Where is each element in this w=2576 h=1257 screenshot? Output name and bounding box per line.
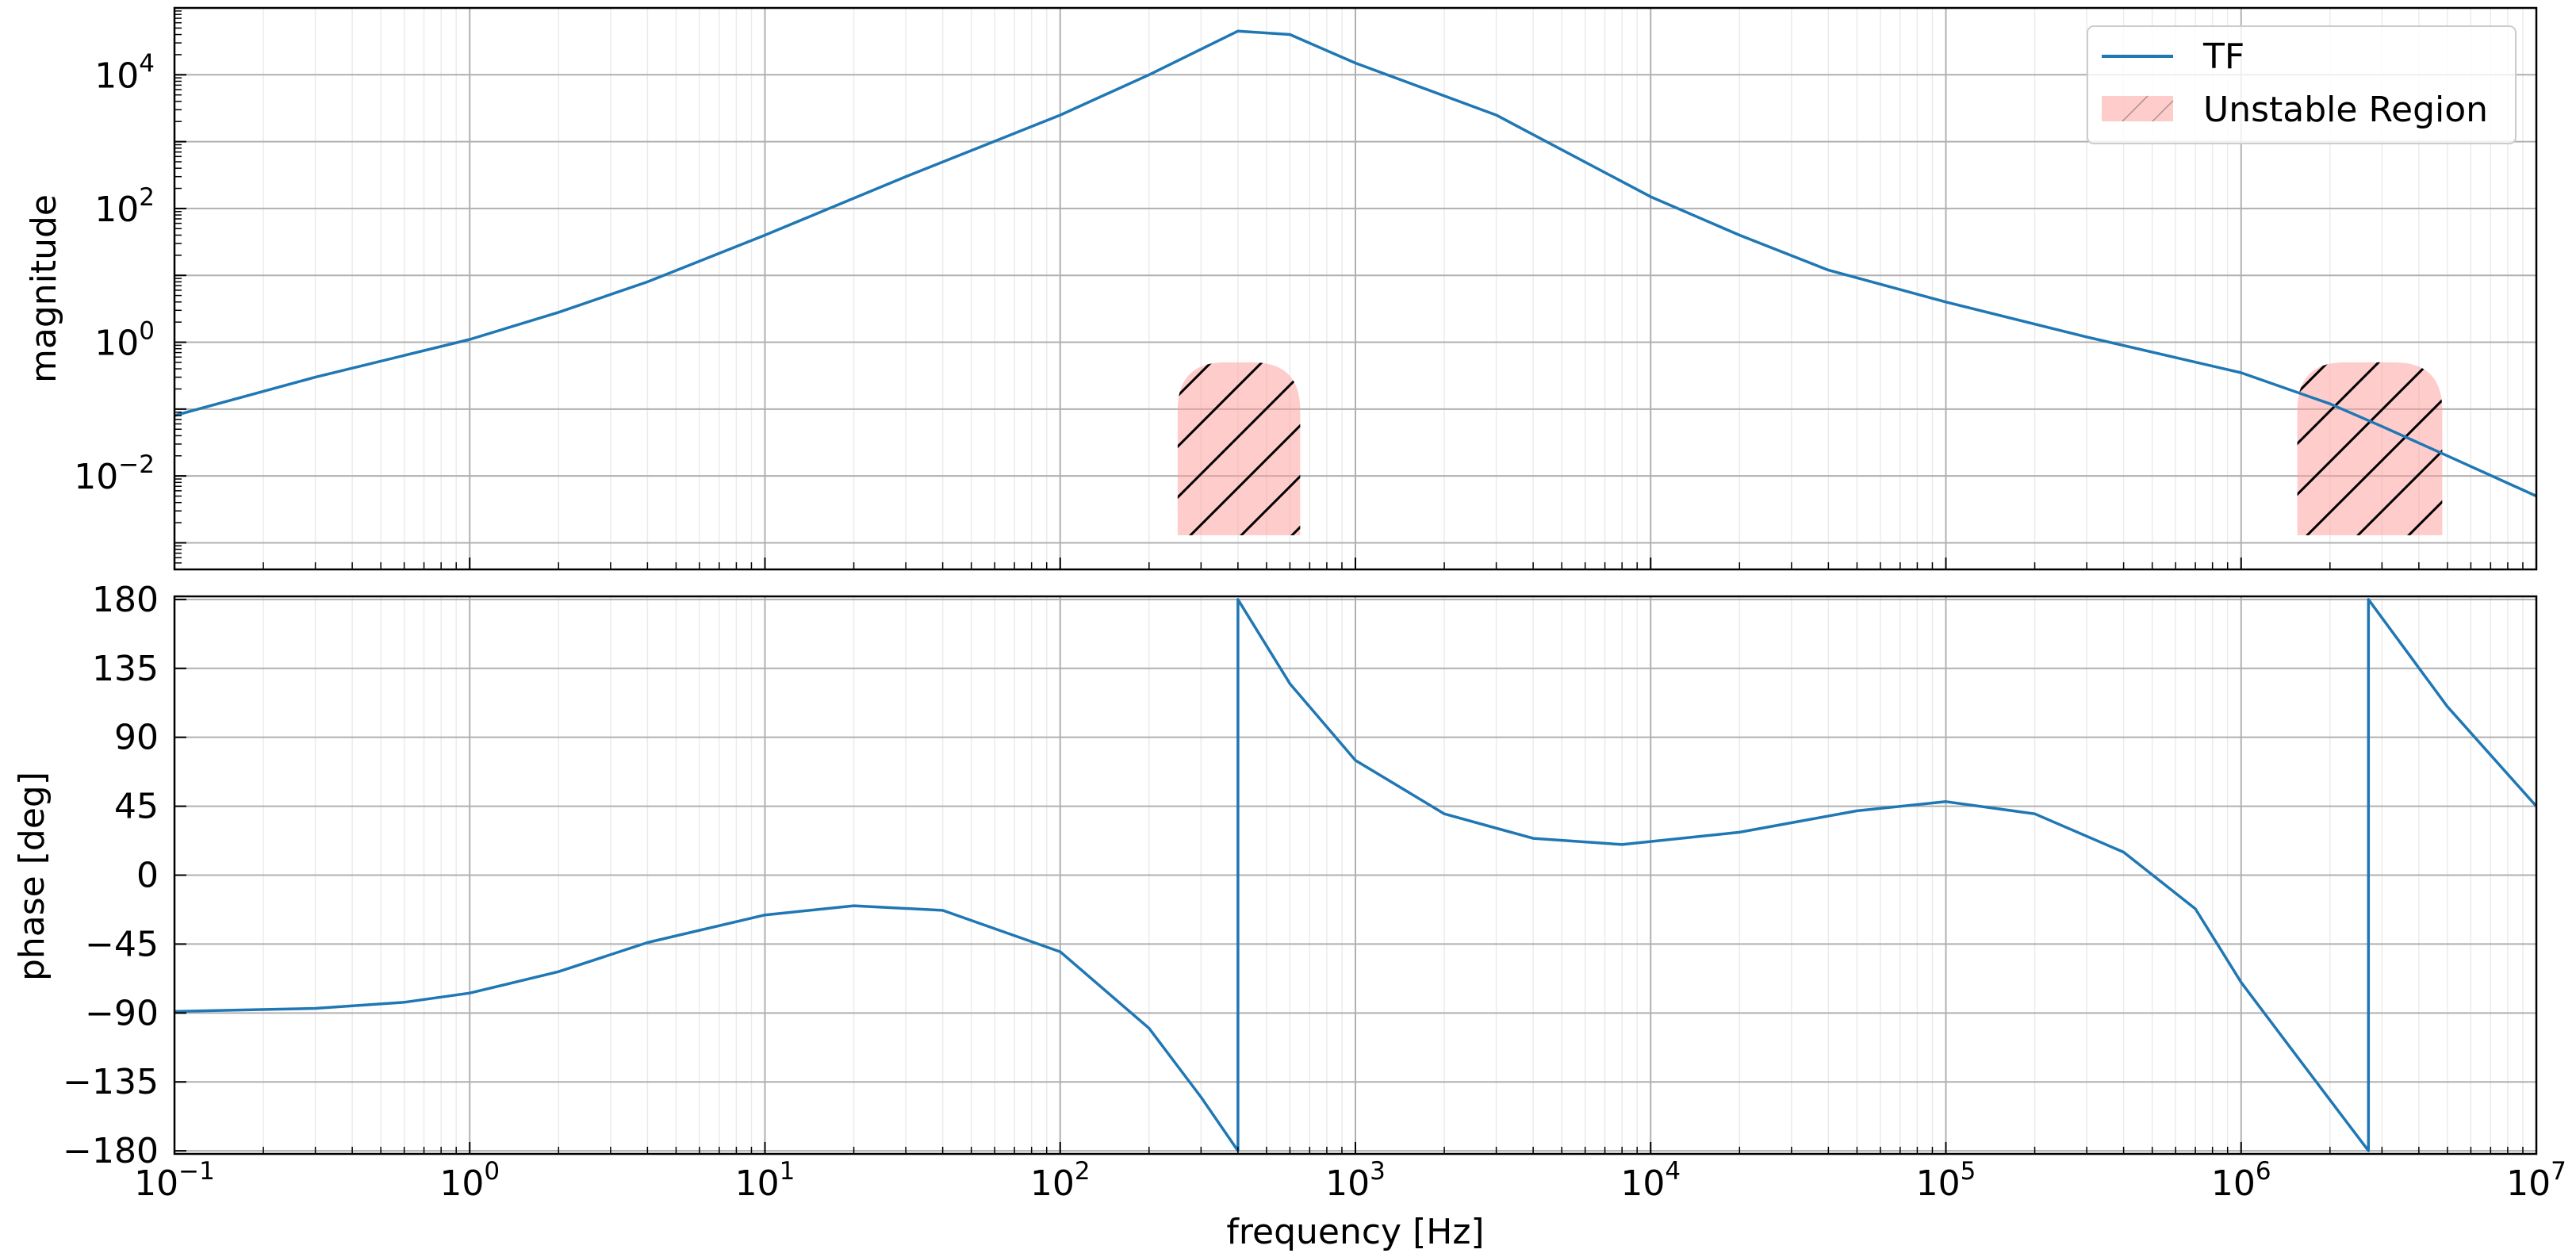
frequency-x-tick-label: 102 — [1030, 1157, 1091, 1204]
phase-y-tick-label: −90 — [85, 993, 159, 1033]
phase-tf-line — [174, 598, 2536, 1152]
legend-unstable-region-hatch — [2122, 95, 2149, 122]
phase-y-tick-labels: 180 135 90 45 0 −45 −90 −135 −180 — [63, 580, 159, 1171]
frequency-x-tick-label: 103 — [1325, 1157, 1386, 1204]
phase-y-tick-label: 135 — [92, 649, 159, 689]
phase-series — [174, 598, 2536, 1152]
frequency-x-tick-labels: 10−1 100 101 102 103 104 105 106 107 — [134, 1157, 2566, 1204]
phase-y-tick-label: 90 — [114, 718, 159, 758]
frequency-x-tick-label: 106 — [2211, 1157, 2271, 1204]
phase-y-tick-label: 45 — [114, 787, 159, 827]
magnitude-y-tick-label: 100 — [94, 317, 155, 364]
phase-y-tick-label: −180 — [63, 1131, 159, 1171]
magnitude-series — [174, 29, 2536, 498]
legend-tf-label: TF — [2202, 36, 2244, 77]
magnitude-panel: 104 102 100 10−2 magnitude TF Unstable Regi… — [24, 6, 2538, 571]
phase-y-tick-label: 180 — [92, 580, 159, 620]
unstable-region-hatch — [2297, 362, 2443, 535]
legend-unstable-region-swatch — [2102, 96, 2173, 121]
magnitude-y-tick-labels: 104 102 100 10−2 — [74, 49, 155, 497]
frequency-x-tick-label: 104 — [1620, 1157, 1681, 1204]
legend-unstable-region-hatch — [2152, 100, 2174, 122]
magnitude-tf-line — [174, 29, 2536, 498]
frequency-x-tick-label: 107 — [2506, 1157, 2566, 1204]
frequency-x-tick-label: 105 — [1916, 1157, 1976, 1204]
legend: TF Unstable Region — [2087, 25, 2517, 144]
magnitude-y-tick-label: 102 — [94, 183, 155, 230]
frequency-x-axis-label: frequency [Hz] — [1226, 1212, 1484, 1252]
phase-grid — [174, 596, 2537, 1154]
legend-box — [2087, 25, 2517, 144]
frequency-x-tick-label: 101 — [735, 1157, 795, 1204]
magnitude-ticks — [174, 7, 2537, 570]
frequency-x-tick-label: 10−1 — [134, 1157, 215, 1204]
magnitude-y-tick-label: 10−2 — [74, 450, 155, 497]
magnitude-y-axis-label: magnitude — [24, 194, 64, 383]
phase-y-tick-label: −45 — [85, 924, 159, 964]
frequency-x-tick-label: 100 — [439, 1157, 500, 1204]
unstable-regions — [1177, 362, 2443, 535]
phase-y-tick-label: 0 — [136, 856, 159, 896]
unstable-region-hatch — [1177, 362, 1301, 535]
phase-y-tick-label: −135 — [63, 1062, 159, 1102]
phase-ticks — [174, 598, 2537, 1154]
phase-y-axis-label: phase [deg] — [12, 772, 52, 981]
magnitude-y-tick-label: 104 — [94, 49, 155, 96]
legend-unstable-region-label: Unstable Region — [2203, 90, 2488, 130]
